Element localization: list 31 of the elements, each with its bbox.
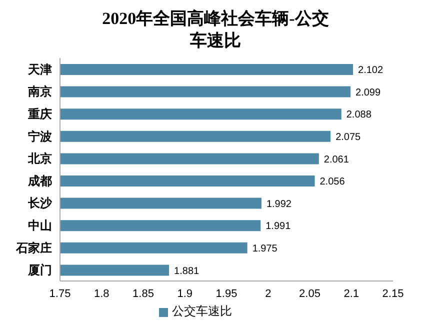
x-tick-label: 1.9 (177, 288, 193, 300)
x-tick-label: 1.85 (132, 288, 154, 300)
data-label: 1.881 (174, 266, 200, 277)
x-tick-label: 1.75 (49, 288, 71, 300)
x-tick-label: 2.05 (299, 288, 320, 300)
y-tick-label: 南京 (27, 84, 52, 99)
x-tick-label: 2.1 (344, 288, 360, 300)
data-label: 2.075 (336, 132, 362, 143)
data-label: 1.992 (266, 198, 292, 210)
x-tick-label: 1.95 (216, 288, 238, 300)
data-label: 1.991 (266, 221, 292, 232)
y-tick-label: 中山 (28, 218, 52, 233)
data-label: 2.088 (346, 110, 372, 121)
data-label: 2.102 (358, 65, 384, 76)
y-tick-label: 重庆 (27, 107, 52, 122)
y-tick-label: 北京 (27, 152, 52, 166)
y-tick-label: 宁波 (28, 129, 53, 144)
legend-label: 公交车速比 (172, 304, 232, 318)
x-tick-label: 1.8 (94, 288, 110, 300)
y-tick-label: 石家庄 (15, 240, 52, 255)
y-tick-label: 成都 (27, 174, 52, 188)
data-label: 1.975 (252, 243, 278, 254)
data-label: 2.061 (324, 154, 350, 166)
chart-title: 2020年全国高峰社会车辆-公交车速比 (101, 8, 330, 52)
x-tick-label: 2.15 (382, 288, 404, 300)
y-tick-label: 长沙 (27, 196, 53, 210)
x-tick-label: 2 (265, 288, 272, 300)
y-tick-label: 天津 (27, 62, 52, 76)
data-label: 2.099 (356, 87, 382, 98)
data-label: 2.056 (320, 176, 346, 188)
y-tick-label: 厦门 (27, 263, 52, 278)
